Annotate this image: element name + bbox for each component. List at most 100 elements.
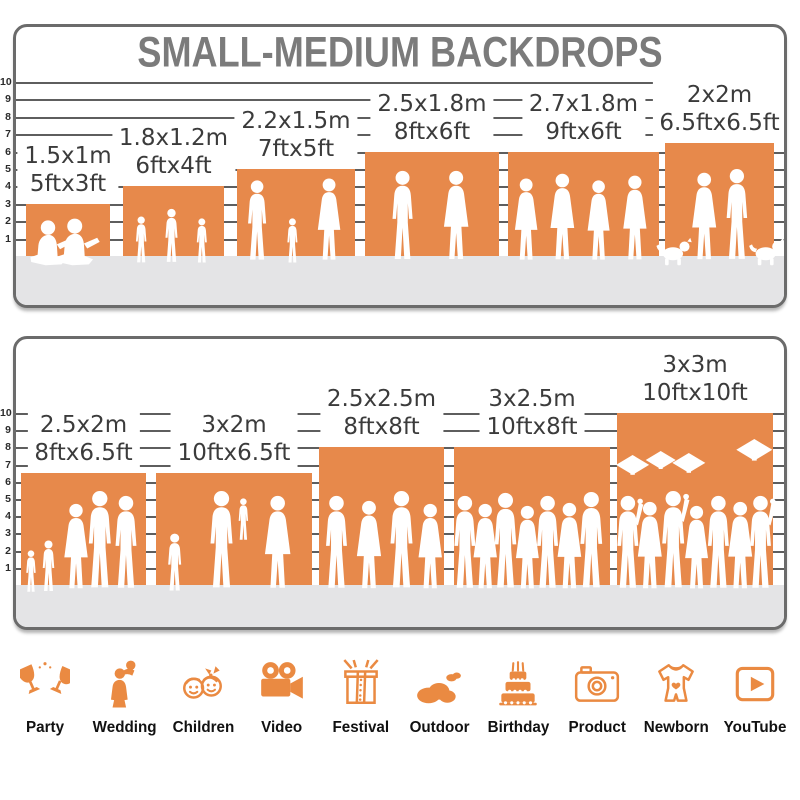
category-wedding: Wedding — [85, 658, 164, 737]
category-outdoor: Outdoor — [400, 658, 479, 737]
size-feet: 6ftx4ft — [135, 153, 212, 180]
backdrop-size-label: 2.2x1.5m 7ftx5ft — [234, 106, 358, 164]
y-tick-label: 7 — [5, 458, 11, 471]
category-label: Festival — [332, 719, 389, 736]
backdrop-size-label: 1.8x1.2m 6ftx4ft — [111, 123, 236, 181]
y-tick-label: 2 — [5, 544, 11, 557]
category-label: Children — [172, 719, 234, 736]
silhouette-adult-group — [326, 490, 442, 589]
size-feet: 10ftx10ft — [642, 380, 748, 407]
silhouette-friends-group — [454, 491, 603, 589]
large-panel: 2.5x2m 8ftx6.5ft 3x2m 10ftx6.5ft 2.5x2.5m 8ft… — [13, 336, 787, 630]
backdrop-size-label: 3x3m 10ftx10ft — [635, 350, 755, 408]
product-icon — [574, 666, 620, 702]
size-feet: 8ftx6ft — [393, 119, 471, 146]
category-label: Outdoor — [409, 719, 470, 736]
category-label: Party — [26, 719, 65, 736]
size-metric: 2.5x2m — [39, 411, 128, 438]
category-children: Children — [164, 658, 243, 737]
newborn-icon — [657, 664, 694, 702]
size-feet: 6.5ftx6.5ft — [659, 110, 780, 137]
y-tick-label: 8 — [5, 110, 11, 123]
y-tick-label: 8 — [5, 441, 11, 454]
silhouette-family-lifting-child — [168, 490, 291, 591]
y-tick-label: 6 — [5, 145, 11, 158]
backdrop-size-label: 3x2.5m 10ftx8ft — [479, 384, 585, 442]
ground-strip — [16, 256, 784, 305]
size-metric: 3x2m — [201, 411, 267, 438]
silhouette-couple-with-dogs — [656, 168, 784, 266]
size-metric: 2.2x1.5m — [241, 107, 351, 134]
backdrop-size-label: 2.7x1.8m 9ftx6ft — [521, 89, 646, 147]
y-tick-label: 7 — [5, 128, 11, 141]
backdrop-size-label: 2.5x2.5m 8ftx8ft — [319, 384, 444, 442]
y-tick-label: 9 — [5, 93, 11, 106]
size-metric: 3x3m — [662, 351, 728, 378]
page-title: SMALL-MEDIUM BACKDROPS — [137, 28, 663, 76]
size-metric: 2.5x2.5m — [326, 385, 437, 412]
category-label: Birthday — [487, 719, 550, 736]
wedding-icon — [111, 660, 136, 708]
y-tick-label: 5 — [5, 163, 11, 175]
children-icon — [182, 666, 222, 699]
festival-icon — [342, 659, 379, 704]
y-tick-label: 1 — [5, 232, 11, 245]
silhouette-family-group — [26, 490, 137, 592]
backdrop-size-label: 2.5x2m 8ftx6.5ft — [27, 410, 140, 468]
youtube-icon — [735, 666, 774, 702]
backdrop-size-label: 2x2m 6.5ftx6.5ft — [652, 80, 784, 138]
category-party: Party — [6, 658, 85, 737]
small-medium-panel: SMALL-MEDIUM BACKDROPS 1.5x1m 5ftx3ft 1.8x… — [13, 24, 787, 308]
y-tick-label: 4 — [5, 510, 11, 523]
category-row: Party Wedding Children Video Festival Ou… — [6, 658, 794, 760]
size-metric: 2x2m — [686, 81, 753, 108]
size-feet: 9ftx6ft — [545, 119, 622, 146]
category-product: Product — [558, 658, 637, 737]
outdoor-icon — [417, 672, 462, 704]
silhouette-dancing-women — [514, 173, 647, 260]
large-chart: 2.5x2m 8ftx6.5ft 3x2m 10ftx6.5ft 2.5x2.5m 8ft… — [16, 339, 784, 627]
y-tick-label: 3 — [5, 197, 11, 210]
category-video: Video — [242, 658, 321, 737]
size-feet: 8ftx8ft — [343, 414, 420, 441]
party-icon — [20, 662, 71, 695]
y-tick-label: 6 — [5, 475, 11, 488]
size-feet: 7ftx5ft — [257, 136, 335, 163]
y-tick-label: 1 — [5, 561, 11, 574]
size-metric: 3x2.5m — [488, 385, 576, 412]
size-metric: 1.5x1m — [24, 142, 112, 169]
silhouette-children-running — [135, 208, 207, 263]
y-tick-label: 4 — [5, 180, 11, 193]
ground-strip — [16, 585, 784, 627]
size-feet: 10ftx8ft — [486, 414, 578, 441]
gridline — [16, 82, 784, 84]
size-metric: 2.7x1.8m — [528, 90, 639, 117]
y-tick-label: 3 — [5, 527, 11, 540]
category-birthday: Birthday — [479, 658, 558, 737]
birthday-icon — [499, 661, 537, 706]
size-feet: 5ftx3ft — [29, 171, 107, 198]
category-label: Wedding — [92, 719, 157, 736]
video-icon — [260, 662, 303, 699]
y-tick-label: 10 — [0, 76, 12, 88]
category-youtube: YouTube — [715, 658, 794, 737]
y-tick-label: 5 — [5, 493, 11, 505]
category-label: Newborn — [643, 719, 709, 736]
category-newborn: Newborn — [636, 658, 715, 737]
size-metric: 2.5x1.8m — [377, 90, 487, 117]
size-feet: 8ftx6.5ft — [34, 440, 133, 467]
small-medium-chart: 1.5x1m 5ftx3ft 1.8x1.2m 6ftx4ft 2.2x1.5m 7ftx… — [16, 27, 784, 305]
y-tick-label: 10 — [0, 407, 12, 419]
y-tick-label: 9 — [5, 424, 11, 437]
backdrop-bar-2x2m — [665, 143, 774, 256]
category-label: Product — [568, 719, 626, 736]
backdrop-size-label: 3x2m 10ftx6.5ft — [170, 410, 298, 468]
size-metric: 1.8x1.2m — [118, 124, 229, 151]
backdrop-size-label: 2.5x1.8m 8ftx6ft — [370, 89, 494, 147]
category-label: Video — [261, 719, 303, 736]
silhouette-wedding-couple — [392, 170, 469, 260]
backdrop-size-label: 1.5x1m 5ftx3ft — [17, 141, 119, 199]
y-tick-label: 2 — [5, 215, 11, 228]
backdrop-bar-2.5x1.8m — [365, 152, 499, 256]
